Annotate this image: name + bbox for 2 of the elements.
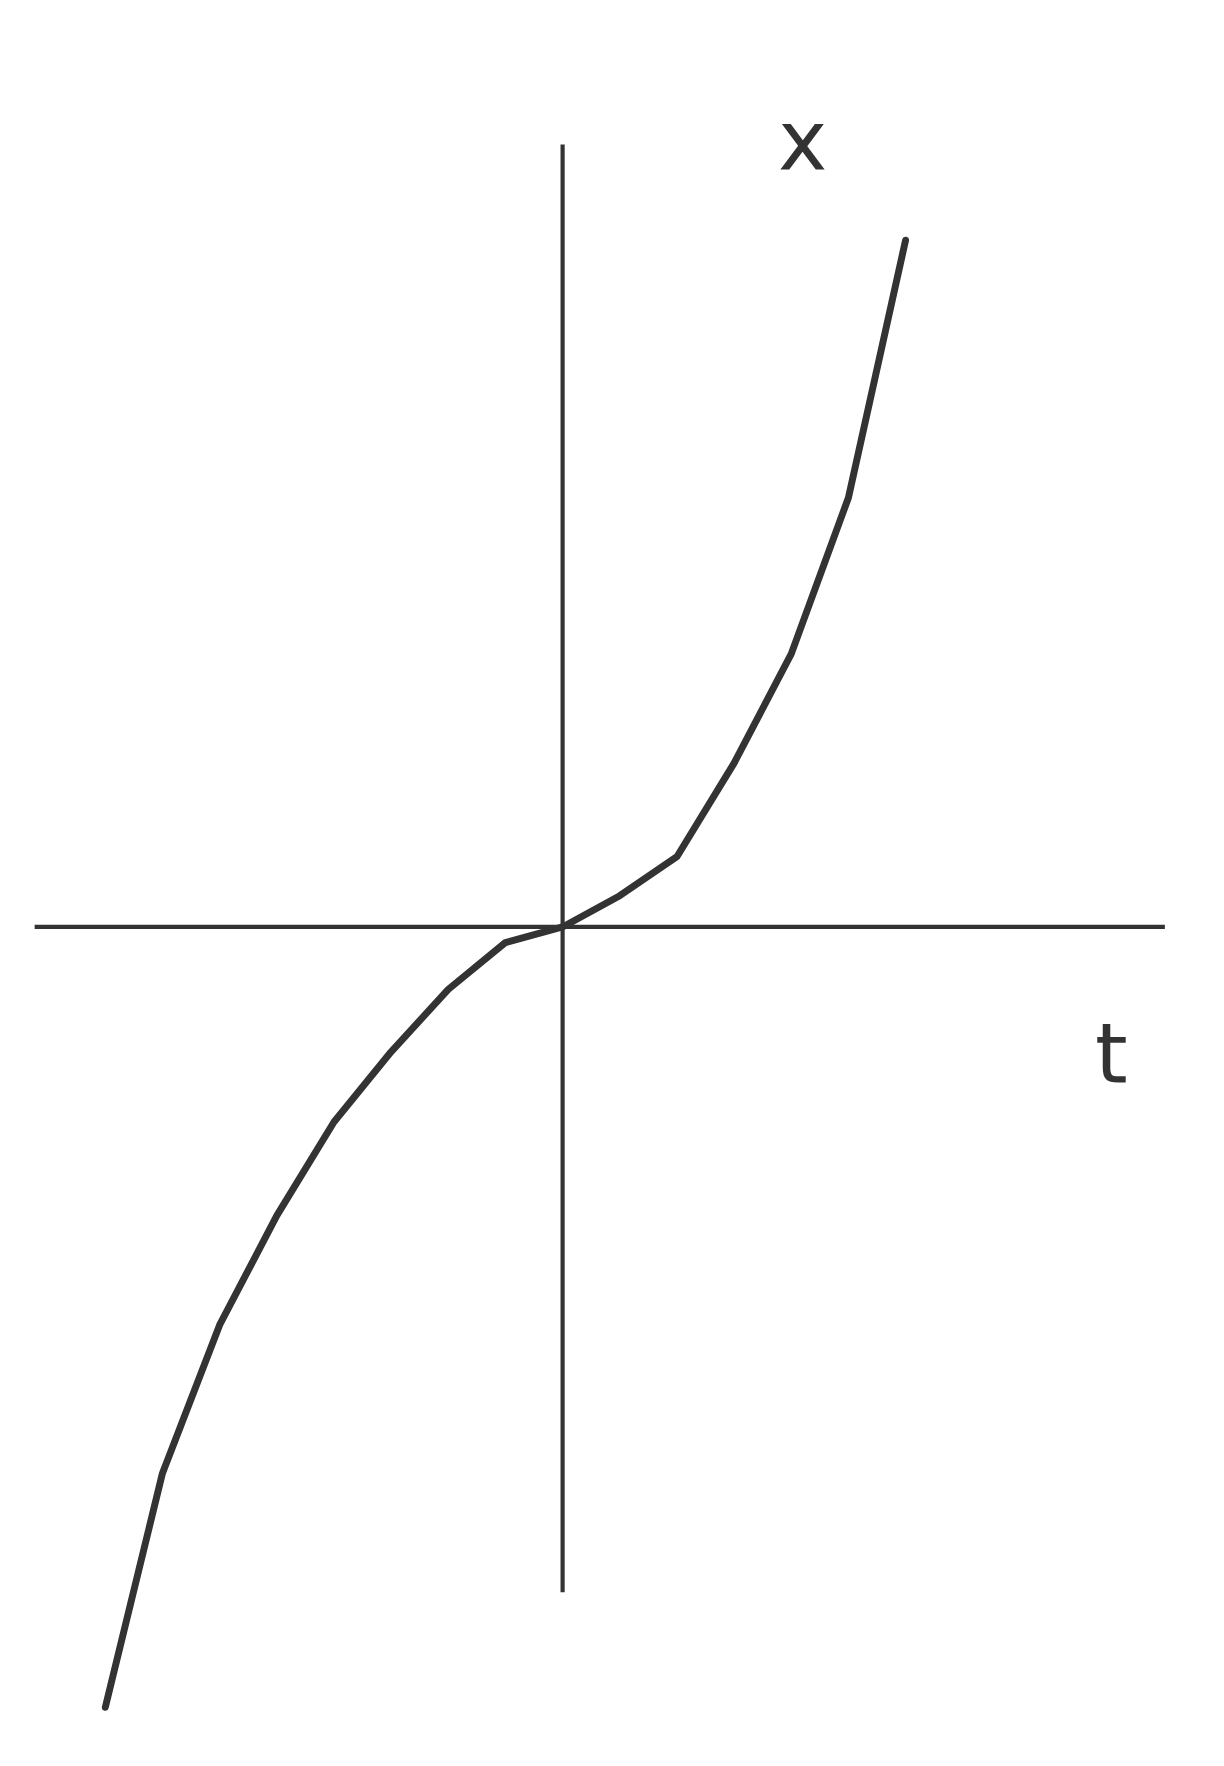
y-axis-title: x <box>780 124 825 170</box>
x-axis-title: t <box>1097 1024 1126 1083</box>
